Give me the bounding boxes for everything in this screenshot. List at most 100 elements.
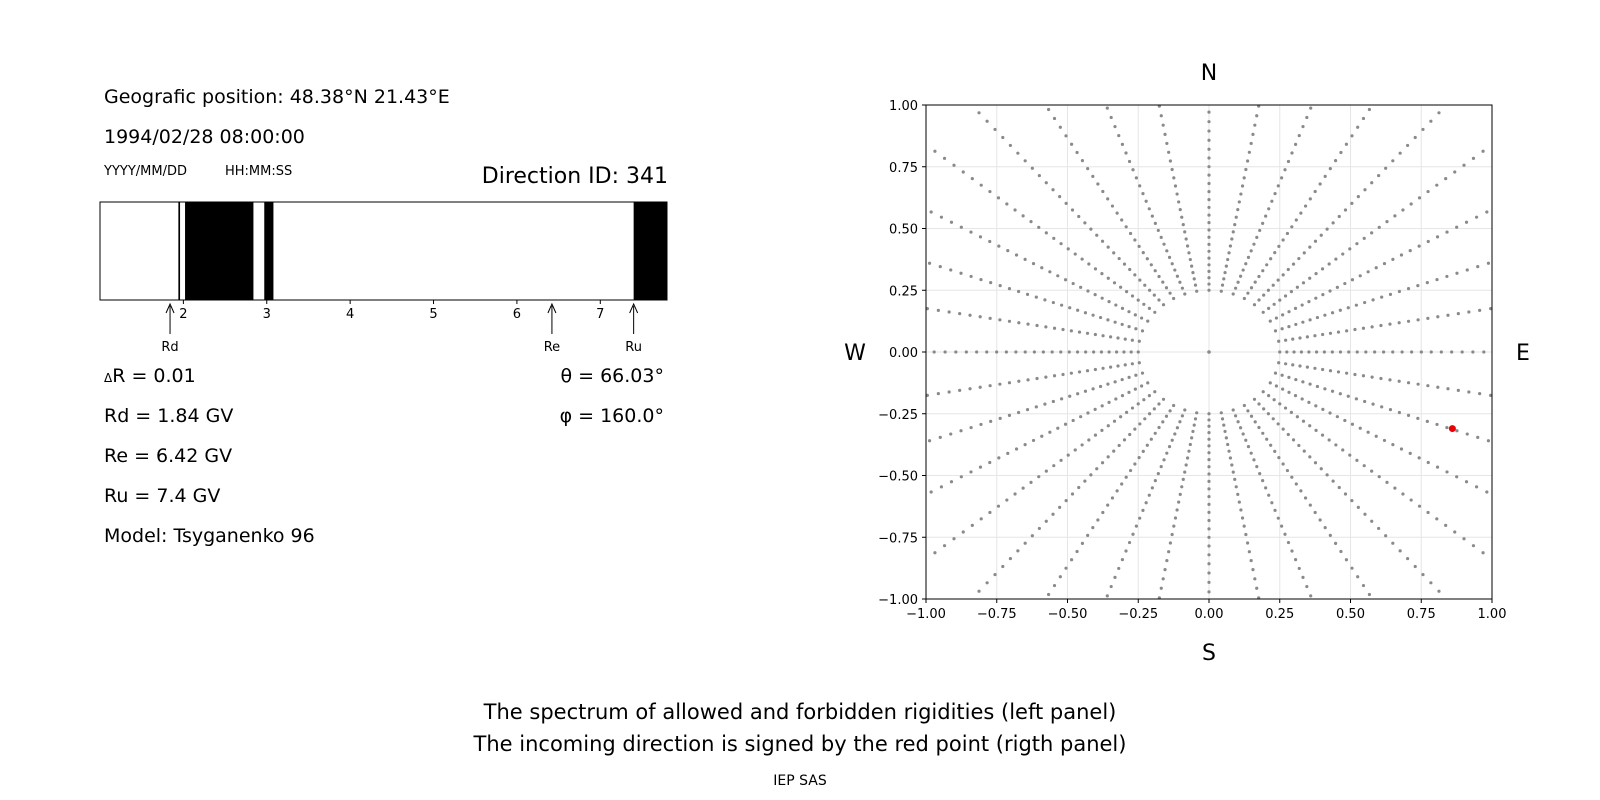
direction-point [1362, 464, 1366, 468]
direction-point [1341, 252, 1345, 256]
direction-point [1269, 257, 1273, 261]
direction-point [1153, 431, 1157, 435]
direction-point [1328, 289, 1332, 293]
direction-point [1471, 350, 1475, 354]
direction-point [1267, 207, 1271, 211]
direction-point [1207, 276, 1211, 280]
direction-point [1303, 496, 1308, 500]
direction-point [1207, 269, 1211, 273]
direction-point [1261, 310, 1265, 314]
direction-point [1276, 516, 1280, 520]
direction-point [1257, 298, 1261, 302]
spectrum-tick-label: 5 [429, 307, 437, 322]
direction-point [1207, 120, 1211, 124]
direction-point [1302, 251, 1306, 255]
direction-point [988, 239, 992, 244]
direction-point [1328, 533, 1332, 538]
direction-point [1131, 532, 1135, 536]
direction-point [1481, 551, 1485, 555]
direction-point [1164, 414, 1169, 418]
direction-point [1265, 263, 1269, 267]
direction-point [1273, 251, 1277, 255]
direction-point [1456, 388, 1460, 392]
direction-point [1331, 221, 1335, 225]
direction-point [1080, 541, 1085, 545]
direction-point [1227, 449, 1231, 453]
direction-point [1219, 411, 1223, 415]
x-tick-label: 0.50 [1336, 607, 1365, 622]
direction-point [1242, 403, 1246, 408]
direction-point [1450, 350, 1454, 354]
direction-point [1363, 188, 1367, 192]
direction-point [1089, 473, 1093, 477]
direction-point [1093, 367, 1097, 372]
direction-point [1153, 479, 1157, 483]
direction-point [1289, 410, 1294, 414]
direction-point [1406, 319, 1411, 323]
direction-point [1013, 208, 1017, 212]
direction-point [1112, 251, 1116, 255]
direction-point [1276, 278, 1280, 282]
direction-point [1293, 142, 1298, 146]
direction-point [1231, 230, 1235, 234]
direction-point [1085, 369, 1090, 373]
direction-point [1320, 433, 1325, 437]
direction-point [996, 196, 1001, 200]
direction-point [1241, 268, 1245, 272]
direction-point [1313, 239, 1318, 243]
direction-point [1367, 107, 1372, 112]
direction-point [1231, 292, 1235, 296]
direction-point [1255, 586, 1259, 590]
direction-point [1173, 184, 1178, 188]
direction-point [1244, 262, 1248, 266]
direction-point [988, 460, 992, 465]
direction-point [1374, 434, 1378, 438]
direction-point [961, 170, 965, 174]
direction-point [1177, 200, 1181, 204]
direction-point [1083, 479, 1087, 483]
direction-point [1313, 510, 1317, 515]
direction-point [1467, 390, 1471, 394]
direction-point [1052, 583, 1057, 588]
phi-value: φ = 160.0° [559, 405, 664, 427]
direction-point [1486, 261, 1491, 265]
direction-point [1305, 115, 1309, 120]
direction-point [1220, 417, 1225, 421]
direction-point [1138, 278, 1142, 282]
direction-point [1400, 350, 1404, 354]
direction-point [1272, 302, 1276, 306]
direction-point [1228, 456, 1233, 460]
direction-point [1237, 500, 1241, 504]
direction-point [1350, 498, 1354, 503]
direction-point [1191, 270, 1195, 275]
direction-point [1350, 201, 1354, 206]
direction-point [1327, 438, 1331, 442]
direction-point [1315, 384, 1320, 389]
direction-point [1297, 256, 1301, 261]
direction-point [1156, 228, 1160, 233]
direction-point [1409, 498, 1413, 502]
direction-point [1044, 231, 1048, 235]
direction-point [1336, 330, 1341, 334]
direction-point [1234, 286, 1238, 290]
direction-point [988, 316, 992, 320]
direction-point [1291, 262, 1296, 266]
direction-point [959, 475, 963, 479]
direction-point [1419, 350, 1423, 354]
direction-point [1345, 371, 1349, 375]
direction-point [1325, 473, 1329, 477]
direction-point [1190, 264, 1194, 268]
direction-point [1137, 361, 1141, 365]
direction-point [1014, 253, 1019, 257]
direction-point [1021, 214, 1025, 218]
direction-point [1245, 159, 1250, 163]
direction-point [979, 277, 983, 282]
direction-point [1167, 255, 1172, 259]
direction-point [1437, 111, 1441, 115]
direction-point [1165, 141, 1169, 146]
re-value: Re = 6.42 GV [104, 445, 233, 467]
direction-point [1008, 556, 1012, 561]
direction-point [1239, 426, 1243, 430]
direction-point [1406, 287, 1411, 291]
direction-point [1006, 451, 1010, 455]
